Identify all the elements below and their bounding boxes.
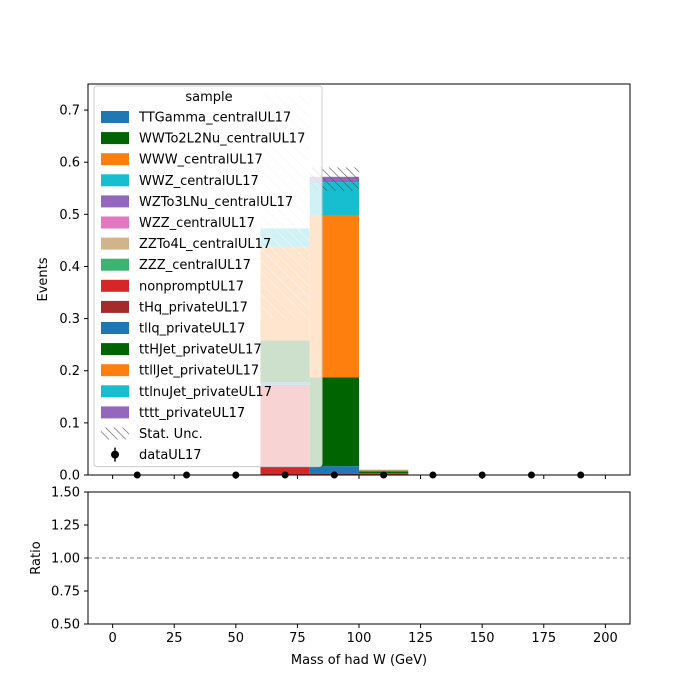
legend-label: WWW_centralUL17: [139, 153, 263, 168]
ratio-y-tick-label: 0.75: [51, 585, 80, 600]
x-tick-label: 100: [347, 631, 372, 646]
y-tick-label: 0.7: [59, 104, 80, 119]
legend-label: ttlnuJet_privateUL17: [139, 385, 272, 400]
legend-swatch: [101, 195, 129, 208]
bar-segment-tllq_privateUL17-bin4: [309, 466, 359, 474]
ratio-y-tick-label: 1.25: [51, 519, 80, 534]
legend-item-TTGamma_centralUL17: TTGamma_centralUL17: [101, 111, 291, 126]
legend-label: nonpromptUL17: [139, 279, 244, 294]
x-tick-label: 125: [408, 631, 433, 646]
ratio-plot-frame: [87, 491, 631, 625]
legend-item-stat-unc: Stat. Unc.: [101, 427, 203, 442]
x-tick-label: 200: [593, 631, 618, 646]
legend-label: WZTo3LNu_centralUL17: [139, 195, 293, 210]
ratio-y-tick-label: 0.50: [51, 618, 80, 633]
legend-swatch: [101, 237, 129, 250]
legend-label-stat-unc: Stat. Unc.: [139, 427, 203, 442]
ratio-plot-panel: 0 25 50 75 100 125 150 175 200 0.50 0.75 1.00 1.25 1…: [29, 486, 631, 668]
legend-item-data: dataUL17: [111, 447, 202, 463]
legend-box: [93, 85, 323, 468]
y-tick-label: 0.1: [59, 416, 80, 431]
bar-segment-ttlnuJet_privateUL17-bin5: [359, 469, 409, 471]
x-tick-label: 175: [531, 631, 556, 646]
legend-label: WWTo2L2Nu_centralUL17: [139, 132, 305, 147]
legend-swatch: [101, 300, 129, 313]
main-plot-frame: [87, 83, 631, 476]
legend-swatch: [101, 132, 129, 145]
y-tick-label: 0.0: [59, 469, 80, 484]
legend-label: WWZ_centralUL17: [139, 174, 259, 189]
legend-item-WZTo3LNu_centralUL17: WZTo3LNu_centralUL17: [101, 195, 293, 210]
legend-swatch: [101, 343, 129, 356]
legend-swatch: [101, 322, 129, 334]
legend-label: WZZ_centralUL17: [139, 216, 255, 231]
y-tick-label: 0.4: [59, 260, 80, 275]
x-tick-label: 25: [166, 631, 183, 646]
legend-item-ttHJet_privateUL17: ttHJet_privateUL17: [101, 343, 262, 358]
legend-swatch: [101, 279, 129, 292]
legend-label: ZZZ_centralUL17: [139, 258, 251, 273]
legend-title: sample: [185, 90, 232, 105]
legend-item-ttlnuJet_privateUL17: ttlnuJet_privateUL17: [101, 385, 272, 400]
legend-item-tttt_privateUL17: tttt_privateUL17: [101, 406, 245, 421]
legend-label: TTGamma_centralUL17: [138, 111, 291, 126]
y-axis-label: Events: [36, 257, 51, 301]
legend-item-WWW_centralUL17: WWW_centralUL17: [101, 153, 263, 168]
y-tick-label: 0.5: [59, 208, 80, 223]
legend-item-ZZZ_centralUL17: ZZZ_centralUL17: [101, 258, 251, 273]
legend-item-WZZ_centralUL17: WZZ_centralUL17: [101, 216, 255, 231]
legend-swatch: [101, 111, 129, 123]
ratio-x-ticks: 0 25 50 75 100 125 150 175 200: [108, 624, 618, 646]
ratio-y-axis-label: Ratio: [29, 541, 44, 574]
x-tick-label: 0: [108, 631, 116, 646]
x-tick-label: 50: [228, 631, 245, 646]
y-tick-label: 0.3: [59, 312, 80, 327]
legend-items: TTGamma_centralUL17 WWTo2L2Nu_centralUL17…: [101, 111, 305, 421]
y-tick-label: 0.2: [59, 364, 80, 379]
x-tick-label: 150: [470, 631, 495, 646]
legend: sample TTGamma_centralUL17 WWTo2L2Nu_cent…: [93, 85, 323, 468]
legend-swatch: [101, 216, 129, 229]
legend-label-data: dataUL17: [139, 448, 202, 463]
ratio-y-ticks: 0.50 0.75 1.00 1.25 1.50: [51, 486, 88, 633]
ratio-y-tick-label: 1.50: [51, 486, 80, 501]
legend-label: ttHJet_privateUL17: [139, 343, 262, 358]
legend-label: tttt_privateUL17: [139, 406, 245, 421]
legend-label: ttllJet_privateUL17: [139, 364, 259, 379]
main-x-ticks: [112, 475, 606, 479]
legend-swatch: [101, 153, 129, 166]
data-marker-icon: [111, 450, 119, 459]
data-points: [133, 471, 585, 479]
legend-item-nonpromptUL17: nonpromptUL17: [101, 279, 244, 294]
y-tick-label: 0.6: [59, 156, 80, 171]
legend-label: ZZTo4L_centralUL17: [139, 237, 271, 252]
legend-item-ZZTo4L_centralUL17: ZZTo4L_centralUL17: [101, 237, 271, 252]
legend-swatch: [101, 406, 129, 419]
stat-unc-swatch: [101, 427, 129, 440]
legend-label: tllq_privateUL17: [139, 322, 245, 337]
legend-item-ttllJet_privateUL17: ttllJet_privateUL17: [101, 364, 259, 379]
legend-swatch: [101, 364, 129, 377]
x-tick-label: 75: [289, 631, 306, 646]
legend-swatch: [101, 258, 129, 271]
ratio-y-tick-label: 1.00: [51, 552, 80, 567]
legend-item-WWTo2L2Nu_centralUL17: WWTo2L2Nu_centralUL17: [101, 132, 305, 147]
legend-item-WWZ_centralUL17: WWZ_centralUL17: [101, 174, 259, 189]
legend-item-tHq_privateUL17: tHq_privateUL17: [101, 300, 248, 315]
legend-swatch: [101, 174, 129, 187]
x-axis-label: Mass of had W (GeV): [291, 653, 427, 668]
legend-item-tllq_privateUL17: tllq_privateUL17: [101, 322, 245, 337]
legend-swatch: [101, 385, 129, 398]
bar-segment-ttllJet_privateUL17-bin5: [359, 470, 409, 472]
legend-label: tHq_privateUL17: [139, 300, 248, 315]
main-y-ticks: 0.0 0.1 0.2 0.3 0.4 0.5 0.6 0.7: [59, 104, 88, 484]
